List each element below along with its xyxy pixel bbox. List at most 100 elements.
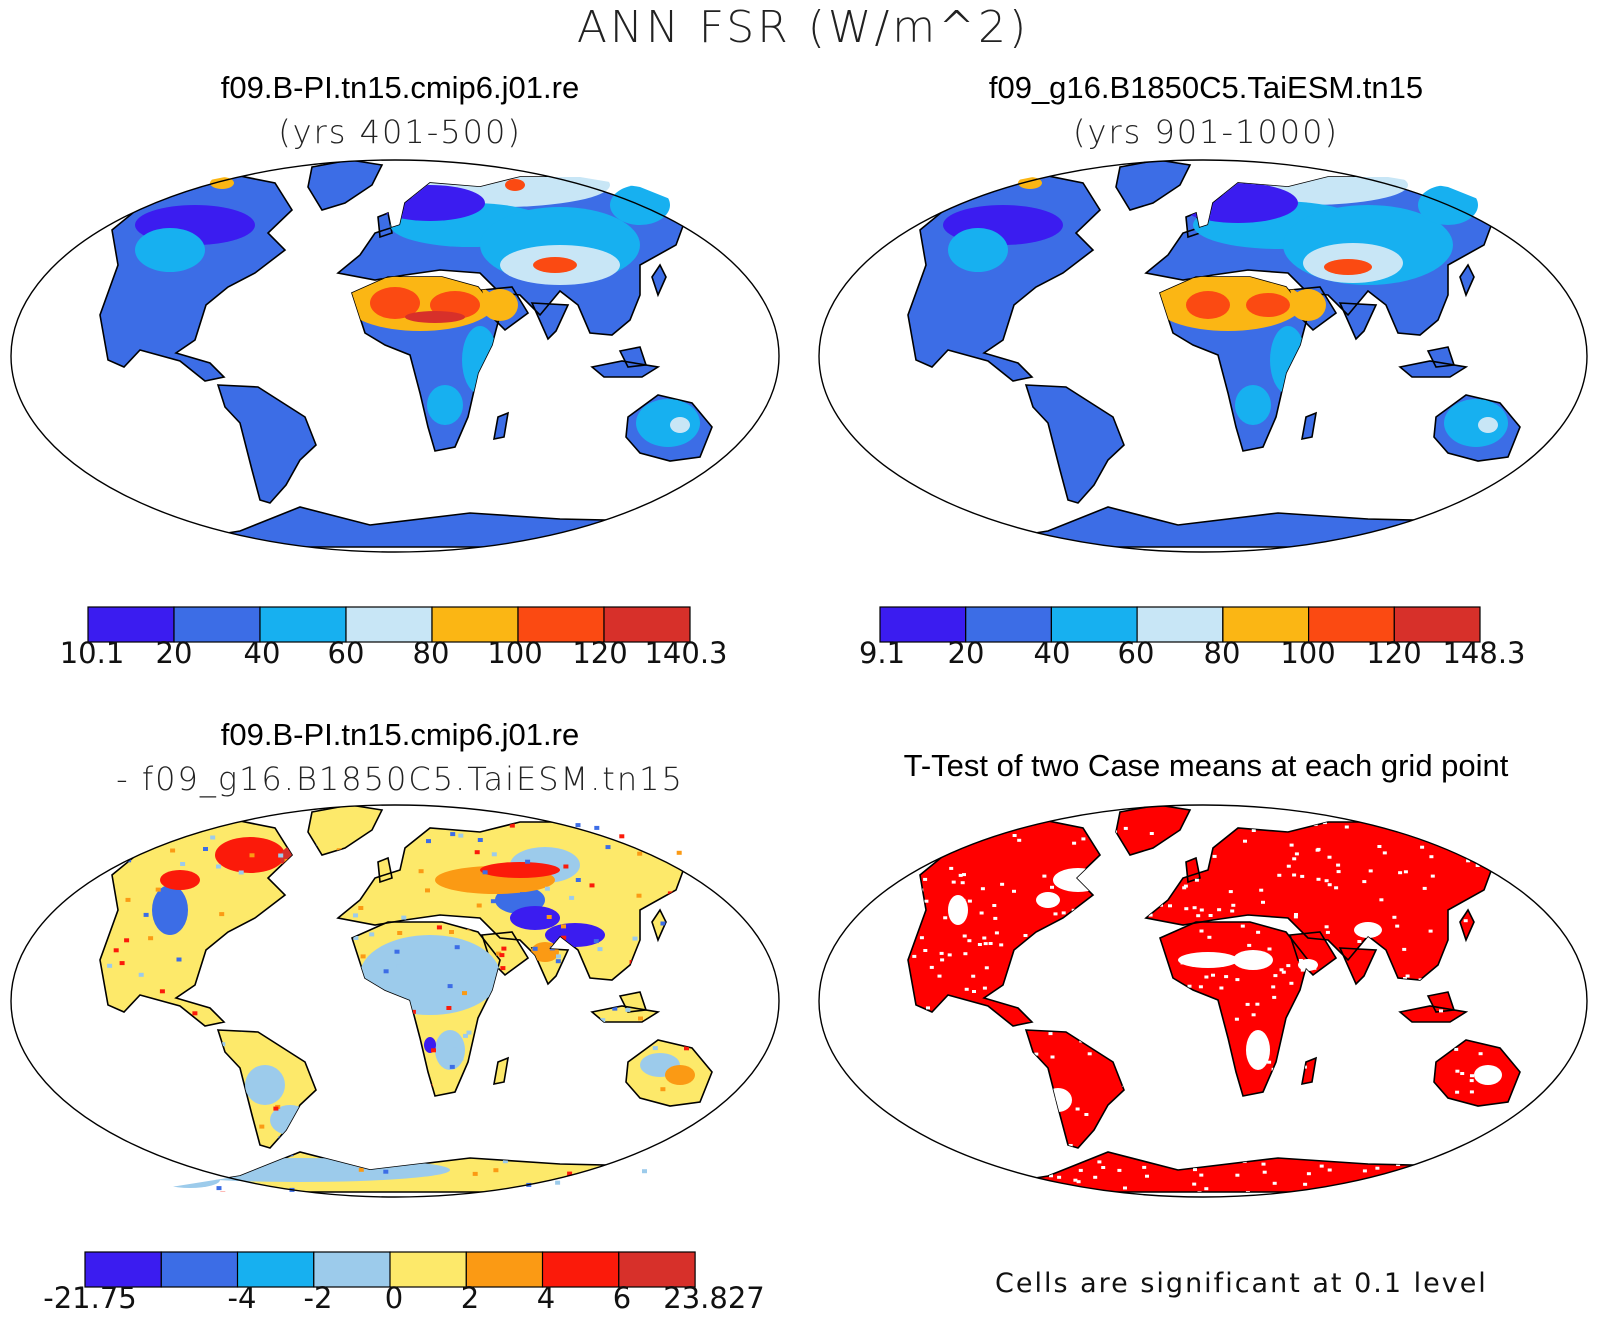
nonsignificant-cell — [1357, 940, 1362, 943]
field-cell — [699, 1162, 705, 1167]
nonsignificant-cell — [1142, 1165, 1147, 1169]
field-detail — [135, 163, 700, 447]
nonsignificant-cell — [993, 916, 998, 920]
nonsignificant-cell — [958, 827, 963, 831]
nonsignificant-cell — [1508, 1155, 1513, 1158]
nonsignificant-cell — [1013, 1189, 1018, 1192]
nonsignificant-cell — [980, 887, 985, 891]
nonsignificant-cell — [1429, 1177, 1433, 1181]
coastline-japan — [651, 263, 667, 298]
coastline-newzealand — [731, 1090, 745, 1121]
nonsignificant-cell — [1482, 1142, 1487, 1146]
nonsignificant-cell — [1422, 886, 1427, 890]
nonsignificant-cell — [1303, 1182, 1308, 1186]
field-cell — [569, 895, 575, 900]
field-detail — [943, 165, 1508, 447]
colorbar-panel-1: 10.1 20 40 60 80 100 120 140.3 — [60, 606, 728, 670]
coastline-southAmerica — [216, 384, 317, 504]
field-cell — [383, 1169, 389, 1174]
nonsignificant-cell — [949, 866, 954, 870]
nonsignificant-cell — [1196, 914, 1201, 918]
nonsignificant-cell — [1081, 837, 1086, 841]
land-eurasia — [1146, 822, 1498, 980]
nonsignificant-cell — [1251, 829, 1256, 832]
map-border — [10, 804, 780, 1198]
coastline-newzealand — [731, 445, 745, 476]
field-patch — [1036, 892, 1060, 908]
nonsignificant-cell — [964, 987, 969, 991]
nonsignificant-cell — [1117, 1168, 1122, 1172]
nonsignificant-cell — [926, 1006, 930, 1010]
nonsignificant-cell — [1219, 986, 1224, 990]
nonsignificant-cell — [1267, 1060, 1272, 1064]
nonsignificant-cell — [1204, 975, 1209, 979]
nonsignificant-cell — [963, 952, 968, 956]
colorbar-swatch — [389, 1251, 467, 1288]
colorbar-tick-label: 148.3 — [1442, 636, 1525, 670]
coastline-japan — [1459, 263, 1475, 298]
nonsignificant-cell — [1454, 1047, 1459, 1051]
nonsignificant-cell — [1298, 959, 1303, 962]
field-cell — [418, 869, 424, 874]
field-cell — [567, 1171, 573, 1176]
field-cell — [490, 899, 496, 904]
field-cell — [476, 903, 482, 908]
nonsignificant-cell — [1194, 878, 1199, 882]
nonsignificant-cell — [1368, 869, 1373, 873]
field-patch — [1246, 293, 1290, 317]
nonsignificant-cell — [1281, 970, 1286, 974]
field-cell — [216, 864, 221, 869]
nonsignificant-cell — [960, 881, 965, 885]
colorbar-swatch — [87, 606, 175, 643]
field-cell — [425, 888, 430, 893]
field-patch — [152, 885, 188, 935]
land-southAmerica — [1026, 385, 1124, 503]
field-cell — [594, 825, 600, 830]
nonsignificant-cell — [1212, 854, 1217, 858]
nonsignificant-cell — [1312, 966, 1317, 970]
nonsignificant-cell — [1469, 1090, 1474, 1094]
nonsignificant-cell — [967, 939, 972, 943]
coastline-australia — [1433, 394, 1521, 462]
field-cell — [642, 1169, 647, 1174]
coastline-borneo — [618, 991, 648, 1013]
land-arabia — [482, 932, 528, 975]
field-cell — [561, 924, 566, 929]
field-cell — [625, 1007, 631, 1012]
field-cell — [563, 864, 569, 869]
coastline-madagascar — [1301, 411, 1318, 441]
field-patch — [1290, 289, 1326, 321]
nonsignificant-cell — [1123, 1186, 1127, 1190]
coastline-madagascar — [493, 411, 510, 441]
nonsignificant-cell — [1259, 888, 1264, 892]
nonsignificant-cell — [1256, 930, 1261, 934]
field-cell — [125, 897, 131, 902]
nonsignificant-cell — [1272, 995, 1277, 999]
colorbar-tick-label: 23.827 — [663, 1281, 764, 1315]
nonsignificant-cell — [1230, 909, 1235, 913]
field-cell — [148, 936, 154, 941]
field-cell — [396, 964, 402, 969]
nonsignificant-cell — [945, 1151, 950, 1155]
nonsignificant-cell — [1455, 1069, 1460, 1073]
field-cell — [113, 948, 119, 953]
field-cell — [652, 1046, 658, 1051]
field-patch — [1186, 291, 1230, 319]
field-cell — [600, 1018, 606, 1023]
field-cell — [119, 961, 125, 966]
colorbar-tick-label: 40 — [244, 636, 281, 670]
field-cell — [454, 945, 460, 950]
colorbar-swatch — [879, 606, 967, 643]
nonsignificant-cell — [1510, 851, 1515, 855]
nonsignificant-cell — [919, 936, 924, 940]
nonsignificant-cell — [1392, 915, 1397, 919]
nonsignificant-cell — [1460, 1072, 1465, 1075]
nonsignificant-cell — [1395, 924, 1400, 928]
nonsignificant-cell — [1193, 1168, 1197, 1172]
colorbar-tick-label: 9.1 — [859, 636, 905, 670]
field-cell — [124, 938, 130, 943]
nonsignificant-cell — [1024, 1181, 1029, 1185]
field-cell — [259, 1124, 265, 1129]
field-cell — [561, 935, 567, 940]
field-cell — [397, 931, 403, 935]
